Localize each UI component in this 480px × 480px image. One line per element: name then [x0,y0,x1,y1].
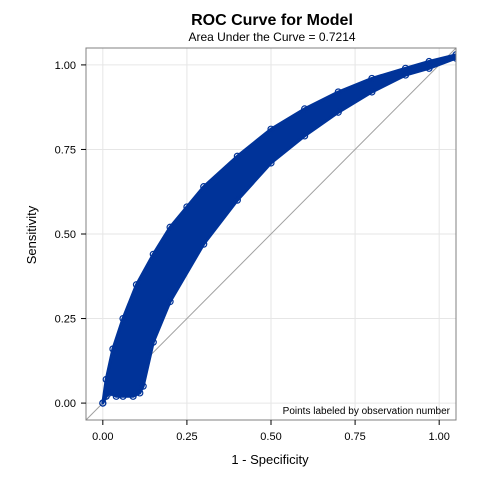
roc-point [99,399,107,407]
y-tick-label: 0.50 [55,229,76,241]
roc-point [149,338,157,346]
roc-point [149,250,157,258]
y-axis-label: Sensitivity [24,205,39,264]
roc-point [136,389,144,397]
roc-point [109,345,117,353]
roc-point [183,203,191,211]
roc-point [301,105,309,113]
y-tick-label: 0.75 [55,144,76,156]
roc-point [233,152,241,160]
roc-point [200,240,208,248]
y-tick-label: 0.25 [55,314,76,326]
roc-point [267,125,275,133]
x-axis-label: 1 - Specificity [231,452,309,467]
x-axis-ticks: 0.00 0.25 0.50 0.75 1.00 [92,420,450,443]
roc-series [99,51,456,407]
roc-point [452,51,456,59]
roc-point [233,196,241,204]
roc-point [105,389,114,397]
roc-point [166,298,174,306]
roc-point [112,392,120,400]
roc-point [139,382,147,390]
roc-point [166,223,174,231]
x-tick-label: 0.75 [344,431,365,443]
roc-point [452,54,456,62]
x-tick-label: 0.25 [176,431,197,443]
roc-point [267,159,275,167]
y-axis-ticks: 0.00 0.25 0.50 0.75 1.00 [55,60,86,410]
y-tick-label: 1.00 [55,60,76,72]
x-tick-label: 0.00 [92,431,113,443]
roc-point [401,64,410,72]
roc-point [200,183,208,191]
x-tick-label: 1.00 [428,431,449,443]
chart-subtitle: Area Under the Curve = 0.7214 [188,30,355,44]
roc-point [102,375,110,384]
x-tick-label: 0.50 [260,431,281,443]
roc-point [334,108,342,116]
roc-point [301,132,309,140]
roc-point [334,88,342,96]
roc-point [401,71,410,79]
roc-point [368,74,376,83]
y-tick-label: 0.00 [55,398,76,410]
roc-band-0 [101,53,456,405]
roc-point [119,314,127,323]
roc-point [368,88,376,96]
plot-annotation: Points labeled by observation number [283,406,451,417]
roc-point [425,57,433,66]
roc-point [119,392,127,400]
roc-point [132,281,141,289]
roc-point [129,392,137,400]
chart-title: ROC Curve for Model [191,12,353,29]
roc-point [425,64,433,72]
